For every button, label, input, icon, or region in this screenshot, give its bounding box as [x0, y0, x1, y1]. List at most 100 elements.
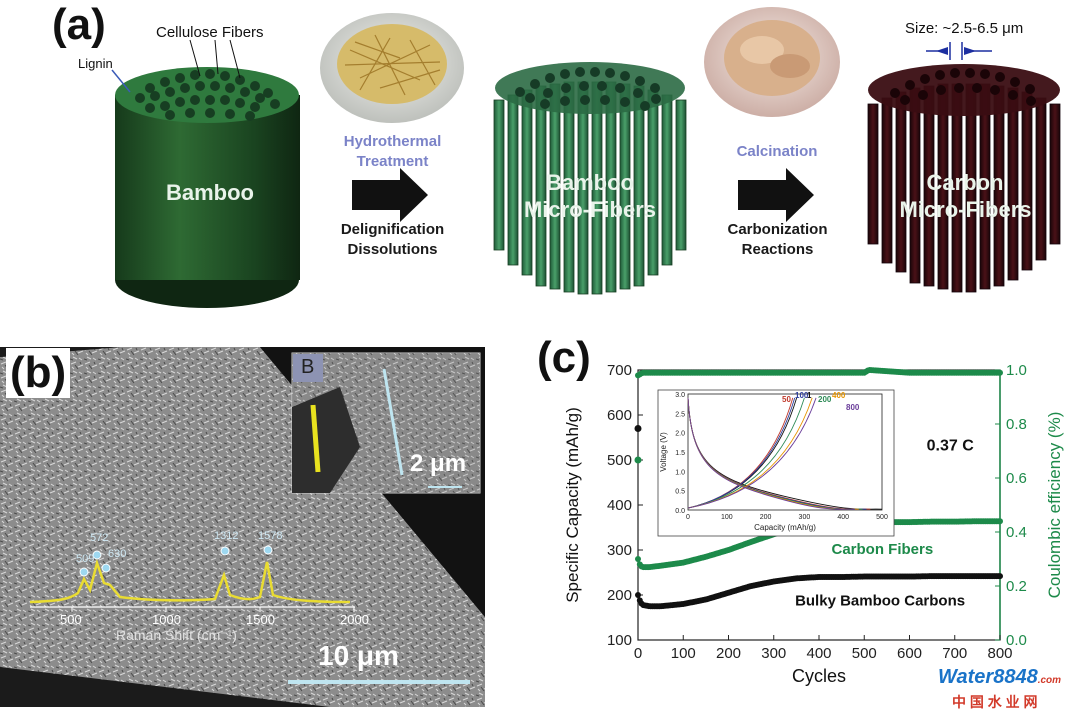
watermark-com: .com — [1037, 675, 1062, 686]
step1-bottom-line2: Dissolutions — [347, 241, 438, 258]
x-tick-label: 500 — [852, 645, 877, 662]
y2-tick-label: 0.0 — [1006, 632, 1027, 649]
rate-label: 0.37 C — [927, 437, 975, 454]
carbon-fibers-bundle — [867, 42, 1061, 293]
x-tick-label: 600 — [897, 645, 922, 662]
raman-tick-500: 500 — [60, 612, 82, 627]
y2-tick-label: 0.6 — [1006, 470, 1027, 487]
step2-bottom-line1: Carbonization — [727, 221, 828, 238]
watermark-cn: 中 国 水 业 网 — [952, 694, 1038, 710]
x-tick-label: 200 — [716, 645, 741, 662]
inset-charge-800 — [687, 397, 817, 509]
inset-frame — [687, 393, 883, 511]
microfibers-bundle — [493, 62, 687, 295]
carbon-text-2: Micro-Fibers — [899, 197, 1032, 222]
step2-top: Calcination — [736, 143, 818, 160]
cycling-chart: 0 100 200 300 400 500 600 700 800100200300400500… — [563, 362, 1064, 686]
point-carbon-fibers-ce — [997, 369, 1003, 376]
x-tick-label: 700 — [942, 645, 967, 662]
inset-y-tick: 1.5 — [675, 450, 685, 457]
series-label-carbon-fibers: Carbon Fibers — [832, 541, 934, 558]
y-axis-label: Specific Capacity (mAh/g) — [563, 407, 582, 603]
y2-axis-label: Coulombic efficiency (%) — [1045, 412, 1064, 599]
peak-630: 630 — [108, 548, 127, 560]
carbon-text-1: Carbon — [926, 170, 1004, 195]
inset-x-tick: 200 — [760, 514, 772, 521]
sem-image — [0, 347, 485, 707]
raman-tick-1000: 1000 — [152, 612, 181, 627]
peak-1578: 1578 — [258, 530, 283, 542]
inset-label: B — [301, 356, 315, 378]
bamboo-text: Bamboo — [166, 180, 254, 205]
inset-x-label: Capacity (mAh/g) — [754, 523, 816, 532]
y2-tick-label: 0.4 — [1006, 524, 1027, 541]
watermark-brand: Water8848.com — [938, 666, 1061, 689]
inset-cycle-label: 200 — [818, 395, 832, 404]
raman-tick-1500: 1500 — [246, 612, 275, 627]
inset-y-tick: 2.5 — [675, 411, 685, 418]
peak-1312: 1312 — [214, 530, 239, 542]
inset-cycle-label: 50 — [782, 395, 791, 404]
size-label: Size: ~2.5-6.5 μm — [905, 20, 1024, 37]
inset-y-tick: 2.0 — [675, 431, 685, 438]
inset-y-label: Voltage (V) — [659, 432, 668, 472]
lignin-label: Lignin — [78, 56, 113, 71]
raman-xlabel: Raman Shift (cm⁻¹) — [116, 627, 237, 643]
calcination-product-photo — [704, 7, 840, 117]
y-tick-label: 500 — [607, 452, 632, 469]
outlier-point — [634, 425, 642, 432]
x-tick-label: 0 — [634, 645, 642, 662]
process-arrow-2 — [738, 168, 814, 222]
watermark-brand-text: Water8848 — [938, 666, 1038, 688]
y2-tick-label: 0.2 — [1006, 578, 1027, 595]
inset-y-tick: 1.0 — [675, 469, 685, 476]
main-scale-label: 10 μm — [318, 640, 399, 671]
inset-discharge-800 — [687, 397, 855, 510]
inset-background — [657, 389, 895, 537]
panel-c-label: (c) — [537, 333, 591, 382]
outlier-point — [634, 456, 642, 464]
panel-a-illustration — [111, 7, 1061, 308]
bamboo-cylinder — [111, 39, 300, 308]
peak-509: 509 — [76, 553, 95, 565]
raman-tick-2000: 2000 — [340, 612, 369, 627]
y-tick-label: 700 — [607, 362, 632, 379]
step1-top-line2: Treatment — [356, 153, 429, 170]
inset-cycle-label: 1 — [807, 391, 812, 400]
point-bulky-bamboo-carbons — [635, 592, 641, 598]
inset-x-tick: 0 — [686, 514, 690, 521]
point-bulky-bamboo-carbons — [997, 573, 1003, 580]
y-tick-label: 100 — [607, 632, 632, 649]
microfibers-text-2: Micro-Fibers — [523, 197, 657, 222]
inset-x-tick: 500 — [876, 514, 888, 521]
cellulose-label: Cellulose Fibers — [156, 24, 264, 41]
series-label-bulky-bamboo: Bulky Bamboo Carbons — [795, 593, 965, 610]
point-carbon-fibers — [997, 518, 1003, 525]
x-tick-label: 300 — [761, 645, 786, 662]
process-arrow-1 — [352, 168, 428, 222]
y-tick-label: 300 — [607, 542, 632, 559]
inset-y-tick: 0.5 — [675, 489, 685, 496]
x-tick-label: 400 — [806, 645, 831, 662]
inset-cycle-label: 100 — [795, 391, 809, 400]
inset-scale-label: 2 μm — [410, 450, 467, 477]
x-axis-label: Cycles — [792, 666, 846, 686]
inset-y-tick: 3.0 — [675, 392, 685, 399]
peak-572: 572 — [90, 532, 109, 544]
point-carbon-fibers — [635, 556, 641, 562]
inset-x-tick: 300 — [799, 514, 811, 521]
step2-bottom-line2: Reactions — [741, 241, 814, 258]
x-tick-label: 100 — [671, 645, 696, 662]
y2-tick-label: 1.0 — [1006, 362, 1027, 379]
inset-cycle-label: 800 — [846, 403, 860, 412]
inset-y-tick: 0.0 — [675, 508, 685, 515]
inset-cycle-label: 400 — [832, 391, 846, 400]
y-tick-label: 600 — [607, 407, 632, 424]
step1-bottom-line1: Delignification — [340, 221, 445, 238]
y2-tick-label: 0.8 — [1006, 416, 1027, 433]
inset-x-tick: 100 — [721, 514, 733, 521]
panel-b-label: (b) — [6, 348, 71, 398]
y-tick-label: 400 — [607, 497, 632, 514]
inset-x-tick: 400 — [837, 514, 849, 521]
hydrothermal-product-photo — [320, 13, 464, 123]
